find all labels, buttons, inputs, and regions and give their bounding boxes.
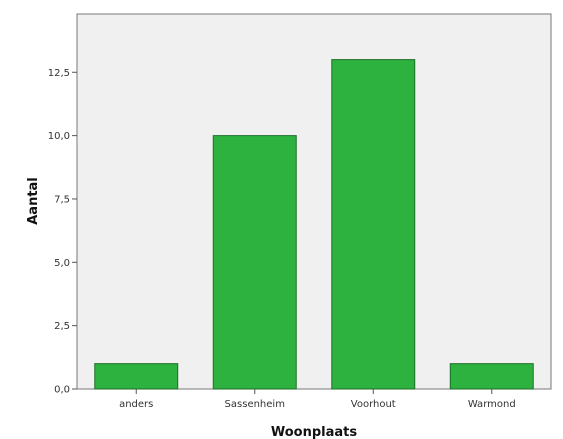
y-tick-label: 10,0 [48,131,70,142]
y-axis-title: Aantal [26,177,41,225]
bar-sassenheim [212,135,297,390]
x-tick-label: Sassenheim [225,399,285,410]
bar-anders [94,363,179,390]
bars [94,59,534,390]
x-tick-label: Voorhout [351,399,396,410]
bar-voorhout [331,59,416,390]
x-tick-label: Warmond [468,399,516,410]
bar-warmond [449,363,534,390]
x-axis-title: Woonplaats [271,425,358,439]
x-axis: anders Sassenheim Voorhout Warmond [119,389,516,410]
y-tick-label: 2,5 [54,321,70,332]
y-tick-label: 0,0 [54,385,70,396]
y-axis: 0,0 2,5 5,0 7,5 10,0 12,5 [48,68,77,396]
plot-area [76,13,552,390]
y-tick-label: 7,5 [54,194,70,205]
y-tick-label: 5,0 [54,258,70,269]
x-tick-label: anders [119,399,153,410]
y-tick-label: 12,5 [48,68,70,79]
